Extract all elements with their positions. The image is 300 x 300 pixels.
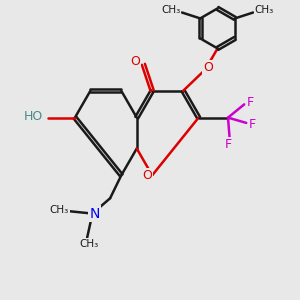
Text: O: O	[130, 55, 140, 68]
Text: CH₃: CH₃	[50, 205, 69, 215]
Text: O: O	[142, 169, 152, 182]
Text: F: F	[224, 138, 232, 151]
Text: O: O	[203, 61, 213, 74]
Text: CH₃: CH₃	[79, 239, 98, 249]
Text: HO: HO	[23, 110, 43, 123]
Text: F: F	[249, 118, 256, 131]
Text: F: F	[247, 95, 254, 109]
Text: CH₃: CH₃	[255, 5, 274, 15]
Text: N: N	[90, 207, 100, 220]
Text: CH₃: CH₃	[161, 5, 180, 15]
